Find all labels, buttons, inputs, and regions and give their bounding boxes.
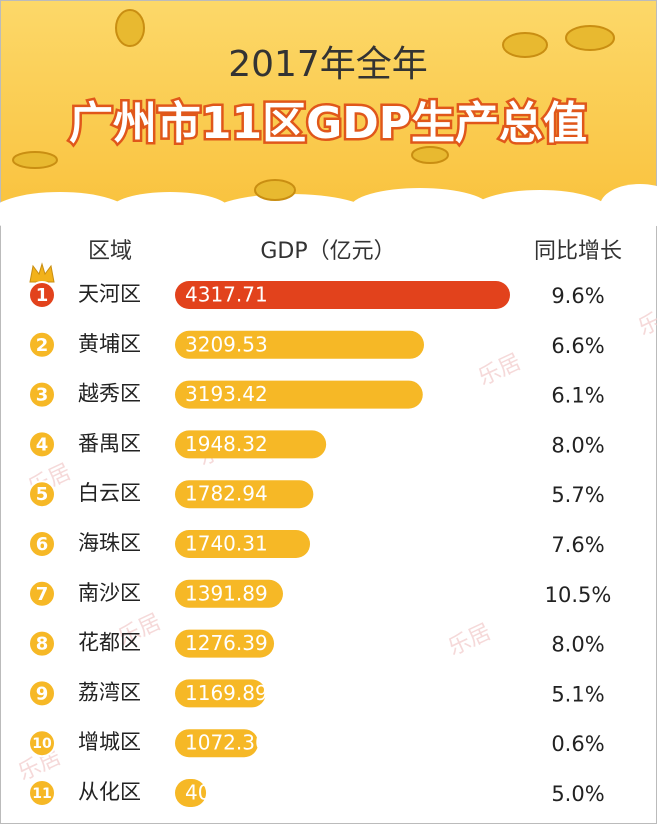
value-label: 3209.53: [185, 332, 268, 356]
growth: 10.5%: [545, 583, 612, 607]
column-header: 同比增长: [534, 239, 622, 264]
cloud: [0, 184, 657, 236]
district: 天河区: [78, 282, 141, 306]
rank: 4: [36, 434, 49, 455]
value-label: 1169.89: [185, 681, 268, 705]
value-label: 1782.94: [185, 482, 268, 506]
bar: [175, 380, 423, 409]
growth: 7.6%: [551, 533, 604, 557]
coins: [12, 9, 615, 201]
value-label: 4317.71: [185, 283, 268, 307]
rank: 2: [36, 335, 49, 356]
bar: [175, 679, 266, 708]
district: 黄埔区: [78, 332, 141, 356]
rank: 10: [32, 736, 52, 752]
rank-badge: [28, 530, 56, 558]
district: 南沙区: [78, 581, 141, 605]
rank: 1: [36, 285, 49, 306]
value-label: 1948.32: [185, 432, 268, 456]
district: 越秀区: [78, 382, 141, 406]
district: 白云区: [78, 481, 141, 505]
bar: [175, 330, 425, 359]
crown: [29, 262, 55, 283]
rank: 3: [36, 385, 49, 406]
rank: 8: [36, 634, 49, 655]
rank: 5: [36, 484, 49, 505]
value-label: 3193.42: [185, 382, 268, 406]
district: 花都区: [78, 631, 141, 655]
rank-badge: [28, 579, 56, 608]
growth: 0.6%: [551, 732, 604, 756]
growth: 5.0%: [551, 782, 604, 806]
bar: [175, 281, 510, 309]
district: 番禺区: [78, 431, 141, 455]
rank: 6: [36, 534, 49, 555]
column-header: 区域: [88, 239, 132, 264]
rank: 9: [36, 683, 49, 704]
rank-badge: [28, 281, 56, 309]
value-label: 1072.30: [185, 731, 268, 755]
rank-badge: [28, 480, 56, 509]
rank-badge: [28, 629, 56, 658]
rank: 11: [32, 786, 51, 802]
bar: [175, 579, 283, 608]
bar: [175, 779, 207, 807]
district: 增城区: [78, 730, 141, 754]
growth: 5.7%: [551, 483, 604, 507]
district: 从化区: [78, 780, 141, 804]
rank-badge: [28, 779, 56, 807]
growth: 8.0%: [551, 433, 604, 457]
title: 2017年全年: [228, 44, 428, 85]
district: 海珠区: [78, 531, 141, 555]
bar: [175, 729, 259, 758]
rank: 7: [36, 584, 49, 605]
value-label: 1391.89: [185, 581, 268, 605]
growth: 9.6%: [551, 284, 604, 308]
header-bg: [1, 1, 656, 216]
column-header: GDP（亿元）: [260, 239, 395, 264]
bar: [175, 430, 327, 459]
bar: [175, 530, 311, 558]
value-label: 400.44: [185, 781, 255, 805]
growth: 5.1%: [551, 682, 604, 706]
subtitle: 广州市11区GDP生产总值: [69, 98, 587, 149]
bar: [175, 480, 314, 509]
growth: 8.0%: [551, 633, 604, 657]
value-label: 1740.31: [185, 532, 268, 556]
rank-badge: [28, 679, 56, 708]
growth: 6.6%: [551, 334, 604, 358]
value-label: 1276.39: [185, 631, 268, 655]
rank-badge: [28, 330, 56, 359]
rank-badge: [28, 729, 56, 758]
growth: 6.1%: [551, 384, 604, 408]
district: 荔湾区: [78, 680, 141, 704]
rank-badge: [28, 380, 56, 409]
bar: [175, 629, 275, 658]
rank-badge: [28, 430, 56, 459]
